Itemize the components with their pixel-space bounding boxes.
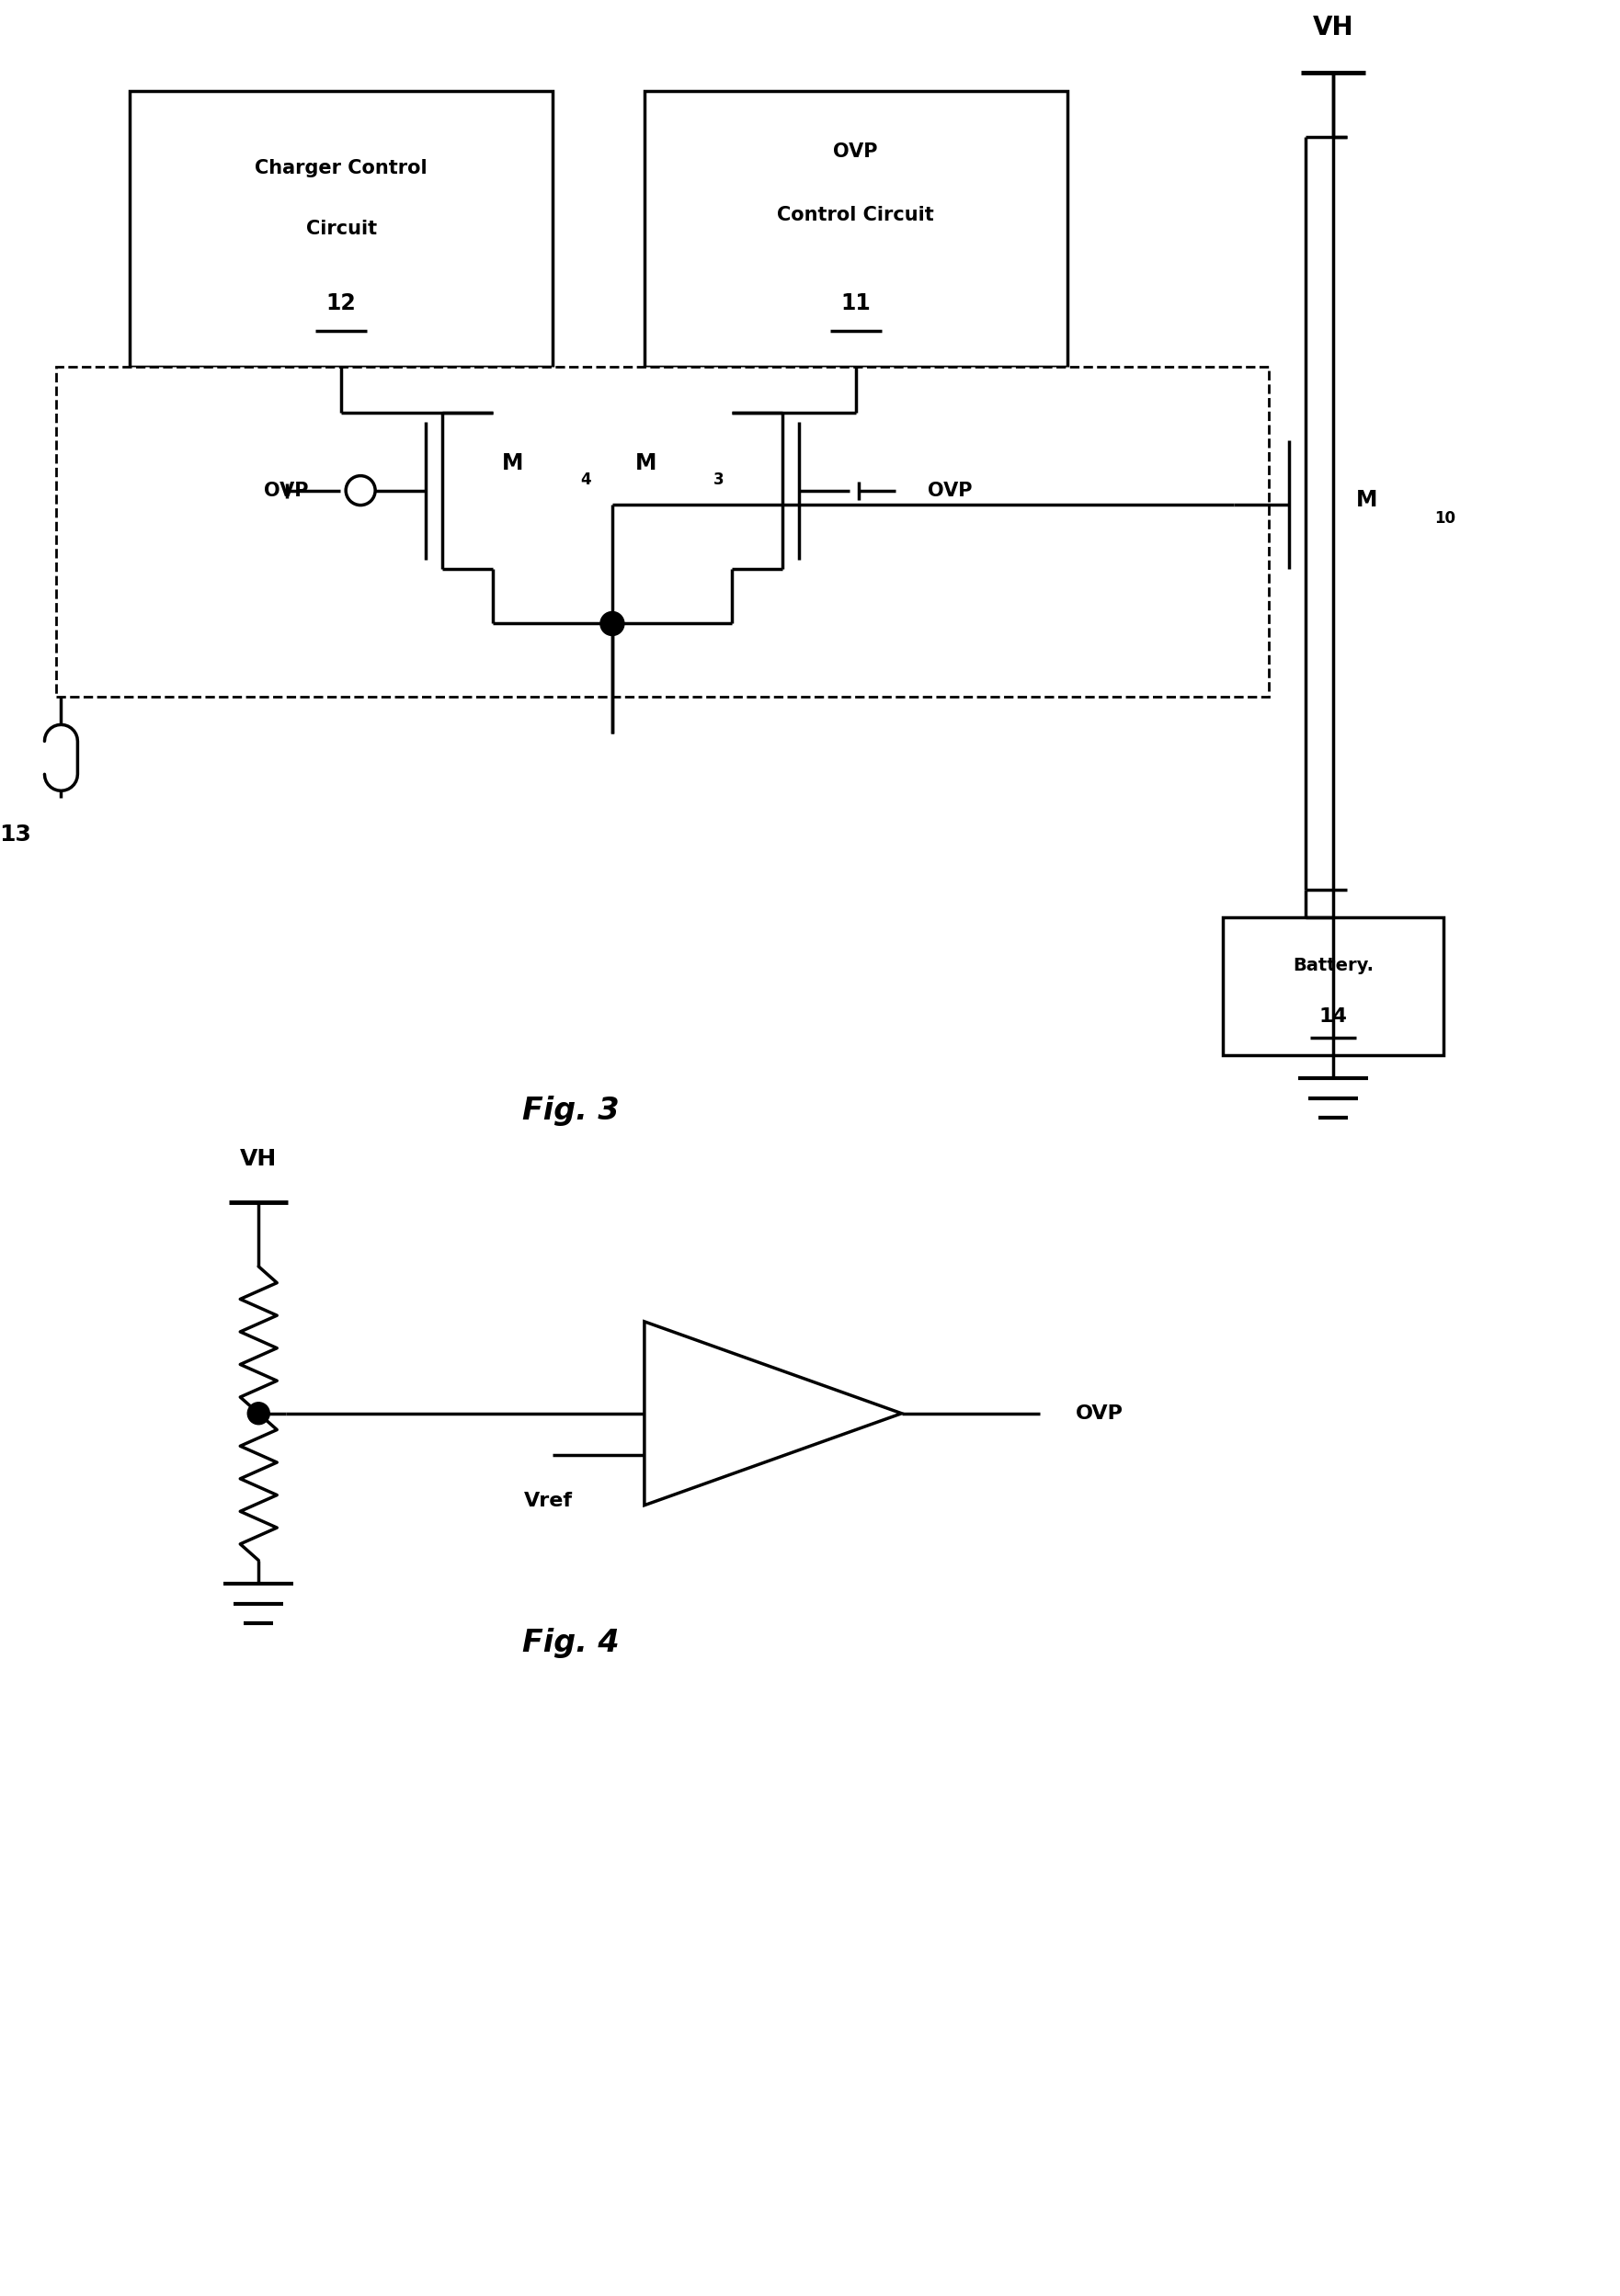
Circle shape — [345, 475, 376, 505]
Text: Circuit: Circuit — [306, 220, 377, 239]
Text: Battery.: Battery. — [1293, 957, 1374, 974]
Text: Fig. 4: Fig. 4 — [522, 1628, 619, 1658]
Circle shape — [248, 1403, 269, 1424]
Text: 4: 4 — [580, 471, 591, 487]
Text: Control Circuit: Control Circuit — [778, 207, 935, 225]
Text: Fig. 3: Fig. 3 — [522, 1095, 619, 1125]
Text: 13: 13 — [0, 824, 31, 845]
Text: OVP: OVP — [264, 482, 308, 501]
Text: 12: 12 — [326, 292, 356, 315]
Text: 10: 10 — [1434, 510, 1456, 526]
Polygon shape — [645, 1322, 902, 1506]
Circle shape — [601, 611, 624, 636]
Text: OVP: OVP — [1076, 1405, 1123, 1424]
Bar — [645, 92, 1068, 367]
Text: Charger Control: Charger Control — [254, 158, 428, 177]
Text: 3: 3 — [713, 471, 724, 487]
Bar — [57, 367, 1268, 698]
Text: 11: 11 — [841, 292, 872, 315]
Text: VH: VH — [240, 1148, 277, 1171]
Text: OVP: OVP — [833, 142, 878, 161]
Bar — [130, 92, 552, 367]
Text: OVP: OVP — [928, 482, 972, 501]
Text: Vref: Vref — [523, 1492, 572, 1511]
Bar — [1223, 918, 1443, 1056]
Text: M: M — [635, 452, 656, 473]
Text: M: M — [1356, 489, 1379, 510]
Text: 14: 14 — [1319, 1008, 1348, 1026]
Text: M: M — [502, 452, 523, 473]
Text: VH: VH — [1312, 14, 1354, 41]
